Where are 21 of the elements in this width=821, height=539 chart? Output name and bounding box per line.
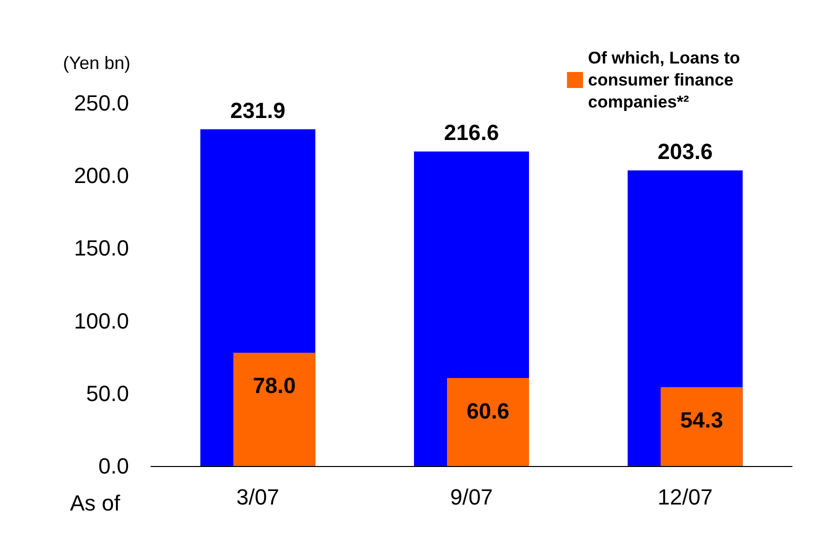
data-label: 216.6: [444, 120, 500, 145]
bar: [660, 387, 743, 466]
data-label: 203.6: [658, 138, 713, 164]
data-label: 60.6: [466, 398, 510, 424]
y-tick-label: 250.0: [74, 90, 129, 116]
y-tick-label: 100.0: [74, 308, 129, 334]
bar: [447, 378, 530, 466]
y-tick-label: 50.0: [86, 380, 129, 406]
bar: [233, 352, 316, 466]
text: As of: [70, 490, 122, 516]
y-tick-label: 150.0: [74, 236, 129, 261]
data-label: 78.0: [252, 373, 296, 398]
x-tick-label: 9/07: [450, 484, 493, 510]
y-axis-title: (Yen bn): [63, 53, 130, 73]
x-tick-label: 3/07: [236, 484, 280, 510]
legend-label: Of which, Loans to consumer finance companies*²: [588, 48, 745, 112]
y-tick-label: 0.0: [98, 454, 129, 478]
data-label: 54.3: [680, 408, 724, 433]
y-tick-label: 200.0: [74, 163, 129, 188]
x-tick-label: 12/07: [658, 484, 713, 510]
data-label: 231.9: [230, 98, 286, 123]
